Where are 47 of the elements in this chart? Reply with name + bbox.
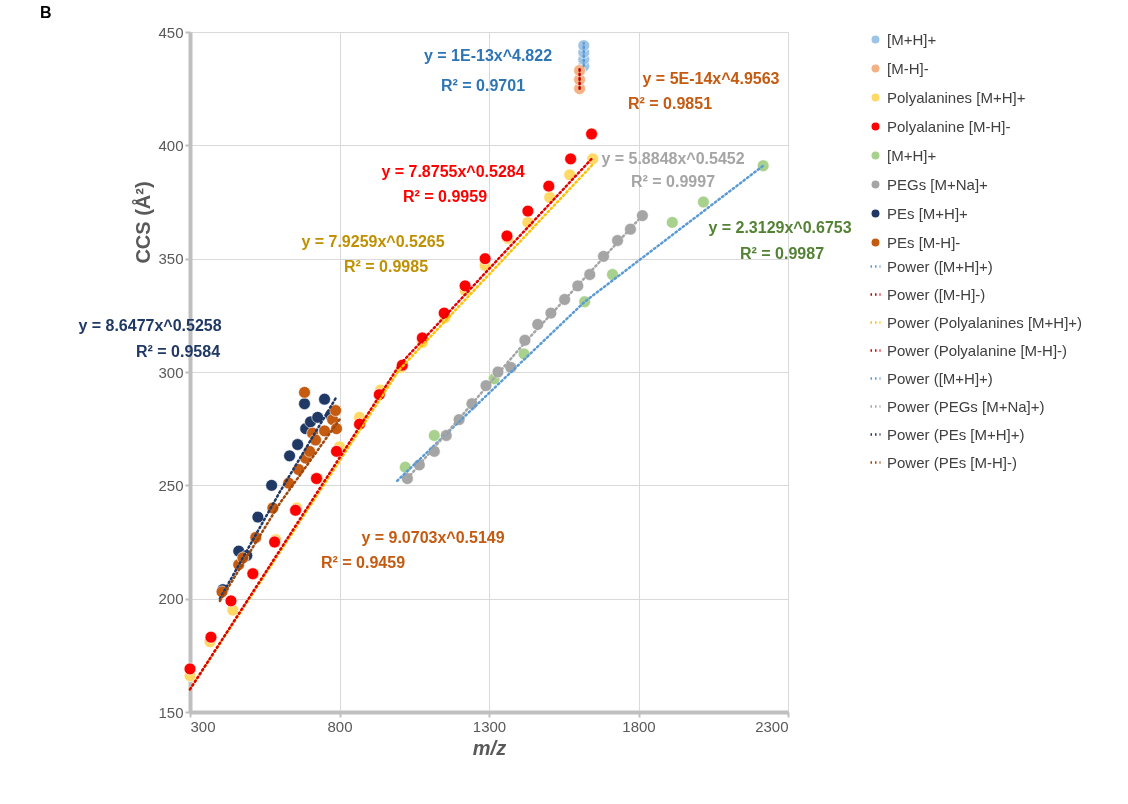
y-tick-label: 150 — [158, 703, 184, 721]
annotation: y = 8.6477x^0.5258 — [78, 317, 222, 334]
y-tick-label: 400 — [158, 136, 184, 154]
y-tick-label: 300 — [158, 363, 184, 381]
annotation: y = 7.9259x^0.5265 — [301, 233, 445, 250]
y-tick-label: 450 — [158, 23, 184, 41]
y-tick-label: 200 — [158, 590, 184, 608]
y-axis-title: CCS (Å²) — [131, 181, 155, 264]
y-tick-label: 350 — [158, 250, 184, 268]
legend-label: PEGs [M+Na]+ — [887, 175, 989, 193]
legend-label: PEs [M+H]+ — [887, 204, 969, 222]
annotation: R² = 0.9985 — [343, 258, 429, 275]
annotation: y = 5.8848x^0.5452 — [601, 150, 745, 167]
legend-label: Power (PEs [M-H]-) — [887, 453, 1018, 471]
annotation: y = 9.0703x^0.5149 — [361, 529, 505, 546]
y-tick-label: 250 — [158, 476, 184, 494]
legend-label: [M-H]- — [887, 59, 929, 77]
legend-label: Power ([M-H]-) — [887, 285, 986, 303]
legend-label: Power ([M+H]+) — [887, 369, 993, 387]
annotation: y = 2.3129x^0.6753 — [708, 219, 852, 236]
x-tick-label: 300 — [190, 717, 216, 735]
legend-label: PEs [M-H]- — [887, 233, 961, 251]
annotation: y = 5E-14x^4.9563 — [642, 70, 780, 87]
legend-label: Power (Polyalanine [M-H]-) — [887, 341, 1068, 359]
annotation: R² = 0.9584 — [135, 343, 221, 360]
annotation: R² = 0.9987 — [739, 245, 825, 262]
legend-label: Power (PEGs [M+Na]+) — [887, 397, 1045, 415]
x-axis-title: m/z — [472, 736, 507, 759]
annotation: R² = 0.9959 — [402, 188, 488, 205]
x-tick-label: 2300 — [755, 717, 789, 735]
legend-label: [M+H]+ — [887, 30, 937, 48]
text: B — [40, 4, 52, 21]
legend-label: Power (Polyalanines [M+H]+) — [887, 313, 1083, 331]
legend-label: Polyalanines [M+H]+ — [887, 88, 1026, 106]
x-tick-label: 800 — [327, 717, 353, 735]
annotation: R² = 0.9997 — [630, 173, 716, 190]
annotation: R² = 0.9701 — [440, 77, 526, 94]
annotation: R² = 0.9851 — [627, 95, 713, 112]
annotation: y = 1E-13x^4.822 — [423, 47, 553, 64]
annotation: R² = 0.9459 — [320, 554, 406, 571]
legend-label: Power ([M+H]+) — [887, 257, 993, 275]
legend-label: Power (PEs [M+H]+) — [887, 425, 1025, 443]
x-tick-label: 1800 — [622, 717, 656, 735]
legend-label: Polyalanine [M-H]- — [887, 117, 1011, 135]
legend-label: [M+H]+ — [887, 146, 937, 164]
annotation: y = 7.8755x^0.5284 — [381, 163, 525, 180]
x-tick-label: 1300 — [472, 717, 507, 735]
